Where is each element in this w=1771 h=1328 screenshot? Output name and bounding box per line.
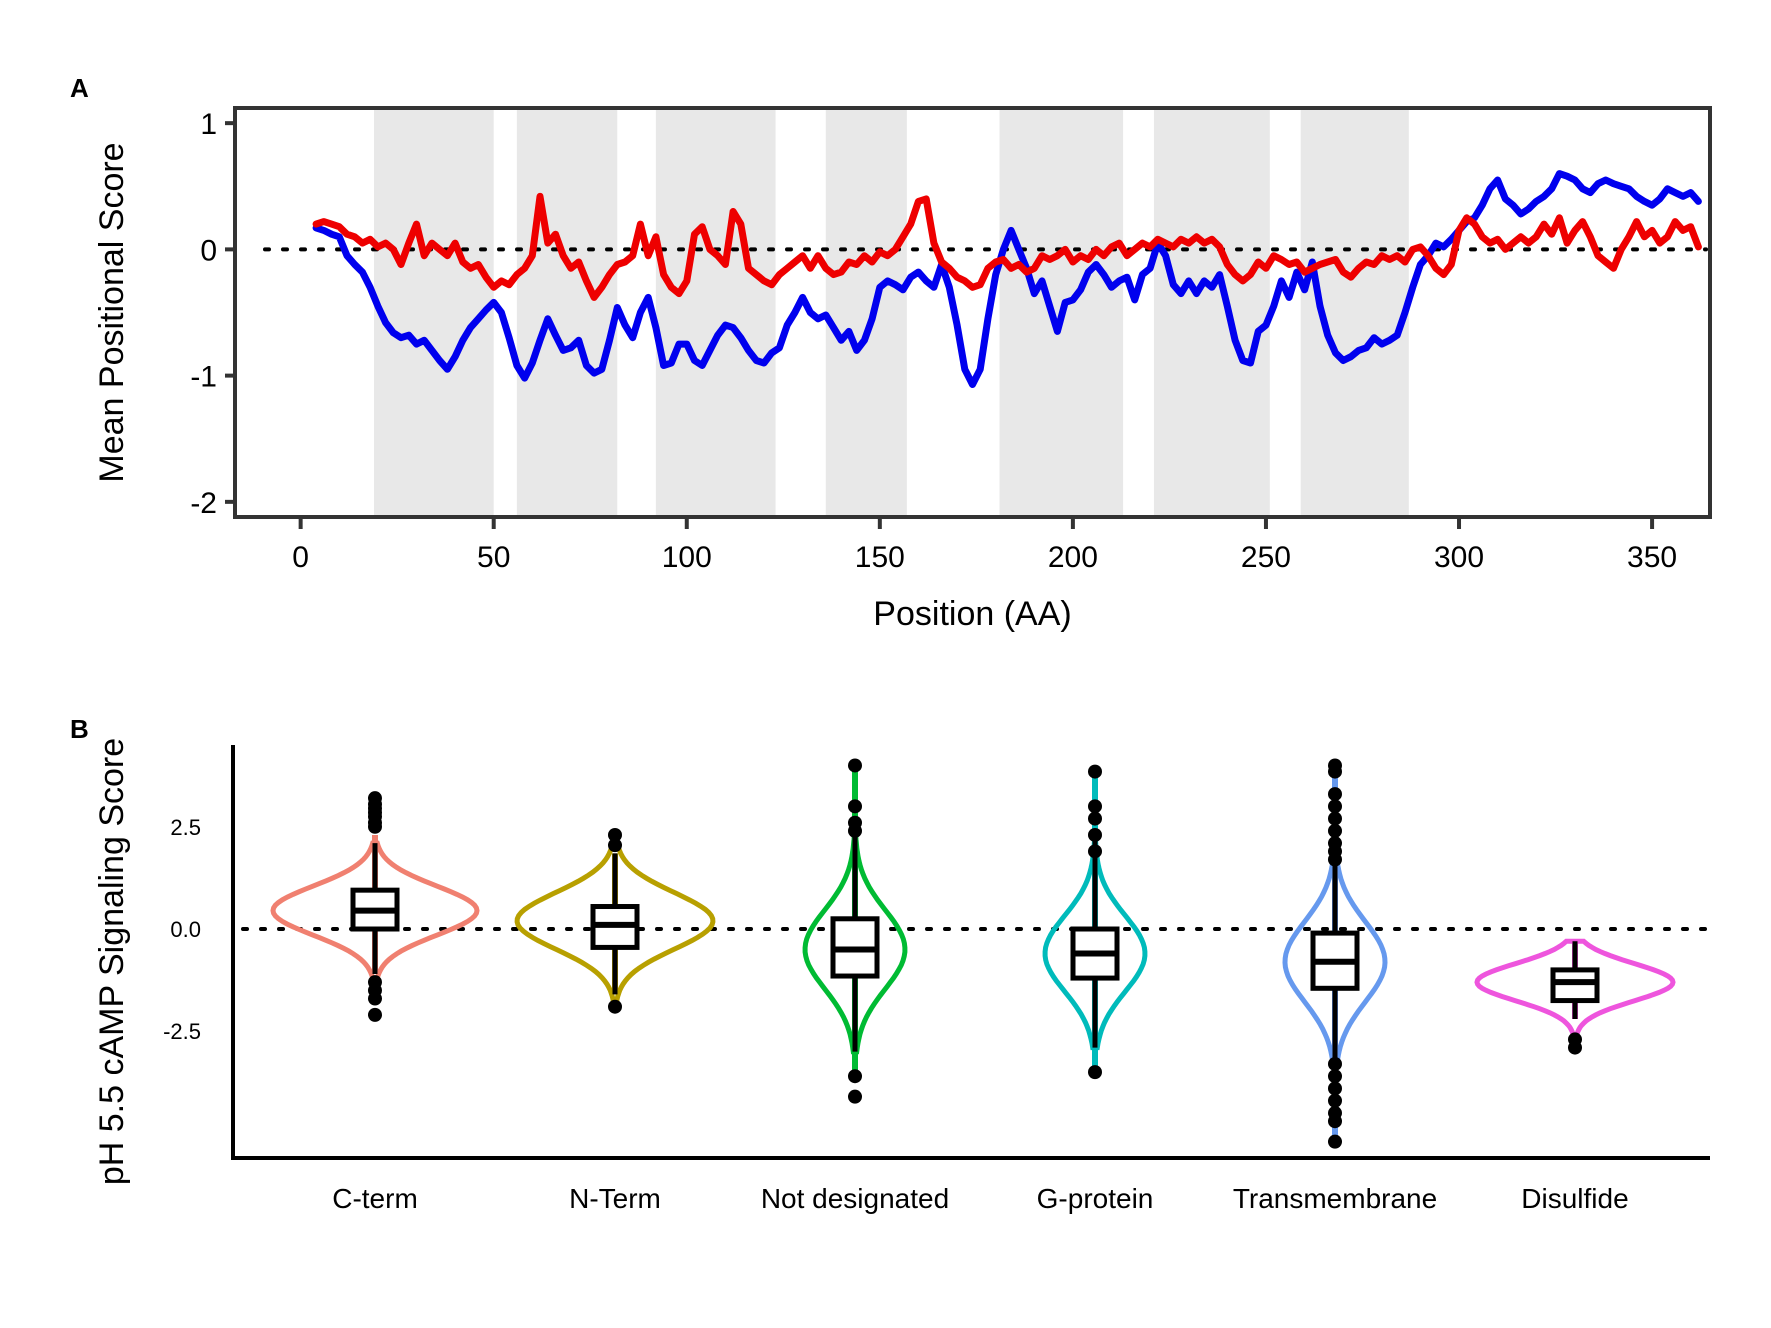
plot-frame <box>233 106 1712 519</box>
outlier-point <box>608 999 622 1014</box>
y-tick-label: -2 <box>190 487 217 520</box>
outlier-point <box>848 1089 862 1104</box>
outlier-point <box>1328 787 1342 802</box>
outlier-point <box>368 819 382 834</box>
violin-groups <box>270 758 1676 1149</box>
panel-b-letter: B <box>70 714 89 744</box>
y-tick-label: 1 <box>200 108 217 141</box>
x-tick-label: 150 <box>855 541 905 574</box>
category-label: G-protein <box>1037 1183 1154 1214</box>
shaded-region <box>1153 108 1270 517</box>
y-axis-ticks: 2.5 0.0 -2.5 <box>163 815 201 1044</box>
shaded-regions <box>374 108 1409 517</box>
x-axis-category-labels: C-term N-Term Not designated G-protein Trans… <box>332 1183 1628 1214</box>
outlier-point <box>1328 1114 1342 1129</box>
violin-group <box>802 758 908 1104</box>
outlier-point <box>1328 852 1342 867</box>
x-tick-label: 300 <box>1434 541 1484 574</box>
violin-group <box>1474 938 1676 1055</box>
outlier-point <box>1088 1065 1102 1080</box>
panel-a-letter: A <box>70 73 89 103</box>
outlier-point <box>1328 1093 1342 1108</box>
outlier-point <box>1328 1069 1342 1084</box>
outlier-point <box>1328 1056 1342 1071</box>
outlier-point <box>1088 827 1102 842</box>
violin-group <box>1042 764 1148 1080</box>
outlier-point <box>1328 1081 1342 1096</box>
y-tick-label: 0.0 <box>170 917 201 942</box>
y-tick-label: -1 <box>190 361 217 394</box>
category-label: Not designated <box>761 1183 949 1214</box>
outlier-point <box>848 758 862 773</box>
outlier-point <box>368 1007 382 1022</box>
y-tick-label: 0 <box>200 234 217 267</box>
outlier-point <box>1088 764 1102 779</box>
outlier-point <box>1088 811 1102 826</box>
outlier-point <box>1568 1040 1582 1055</box>
line-series <box>312 170 1702 388</box>
outlier-point <box>368 991 382 1006</box>
violin-group <box>514 827 716 1014</box>
outlier-point <box>1088 844 1102 859</box>
shaded-region <box>374 108 494 517</box>
x-tick-label: 100 <box>662 541 712 574</box>
outlier-point <box>848 1069 862 1084</box>
panel-a: A 1 0 -1 -2 0 50 100 150 200 250 300 350 Position … <box>70 73 1712 633</box>
shaded-region <box>825 108 907 517</box>
violin-group <box>270 791 480 1022</box>
category-label: C-term <box>332 1183 418 1214</box>
outlier-point <box>1328 764 1342 779</box>
outlier-point <box>1328 823 1342 838</box>
outlier-point <box>848 799 862 814</box>
x-tick-label: 0 <box>292 541 309 574</box>
outlier-point <box>848 823 862 838</box>
panel-b: B 2.5 0.0 -2.5 C-term N-Term Not designated G… <box>70 714 1710 1214</box>
outlier-point <box>1328 811 1342 826</box>
x-tick-label: 200 <box>1048 541 1098 574</box>
box <box>1550 967 1600 1004</box>
outlier-point <box>1088 799 1102 814</box>
y-axis-title: Mean Positional Score <box>93 142 131 482</box>
x-axis-ticks: 0 50 100 150 200 250 300 350 <box>292 517 1677 574</box>
category-label: N-Term <box>569 1183 661 1214</box>
x-tick-label: 350 <box>1627 541 1677 574</box>
violin-group <box>1282 758 1388 1149</box>
x-tick-label: 50 <box>477 541 510 574</box>
outlier-point <box>608 827 622 842</box>
y-axis-title: pH 5.5 cAMP Signaling Score <box>93 738 131 1185</box>
outlier-point <box>1328 799 1342 814</box>
outlier-point <box>608 838 622 853</box>
red-series-line <box>312 192 1702 301</box>
shaded-region <box>655 108 776 517</box>
x-tick-label: 250 <box>1241 541 1291 574</box>
category-label: Disulfide <box>1521 1183 1628 1214</box>
shaded-region <box>1300 108 1409 517</box>
y-tick-label: -2.5 <box>163 1019 201 1044</box>
outlier-point <box>1328 1134 1342 1149</box>
y-axis-ticks: 1 0 -1 -2 <box>190 108 235 520</box>
category-label: Transmembrane <box>1233 1183 1437 1214</box>
shaded-region <box>516 108 618 517</box>
x-axis-title: Position (AA) <box>873 595 1071 633</box>
y-tick-label: 2.5 <box>170 815 201 840</box>
